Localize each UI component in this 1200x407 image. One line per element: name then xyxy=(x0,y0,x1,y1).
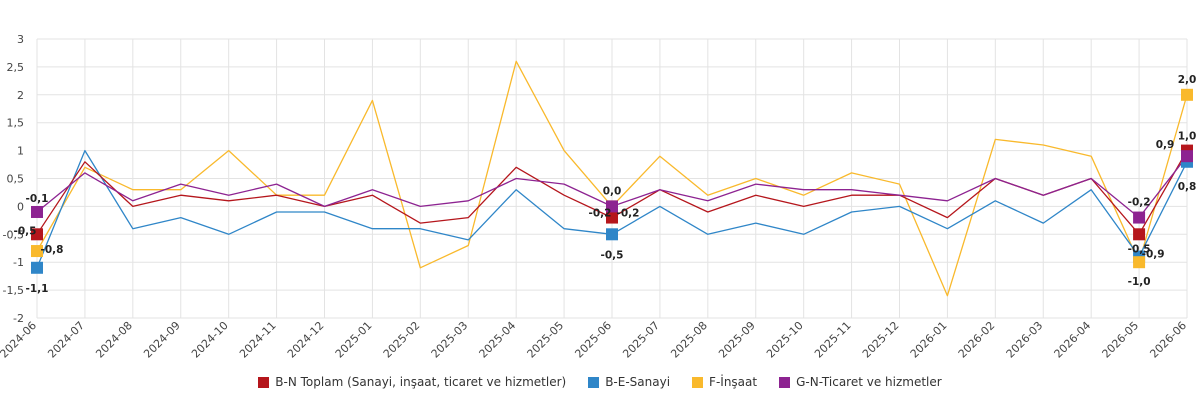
data-point-marker xyxy=(606,228,618,241)
x-tick-label: 2026-02 xyxy=(956,319,998,361)
legend-item-sanayi[interactable]: B-E-Sanayi xyxy=(588,375,670,389)
data-point-marker xyxy=(1133,211,1146,224)
legend-swatch-toplam xyxy=(258,376,270,388)
x-tick-label: 2026-01 xyxy=(908,319,950,361)
data-point-marker xyxy=(31,245,43,258)
data-point-marker xyxy=(1181,88,1193,101)
legend-label-ticaret: G-N-Ticaret ve hizmetler xyxy=(796,375,942,389)
x-tick-label: 2025-09 xyxy=(716,319,758,361)
x-tick-label: 2024-07 xyxy=(45,319,87,361)
x-tick-label: 2024-11 xyxy=(237,319,279,361)
legend-item-insaat[interactable]: F-İnşaat xyxy=(692,375,757,389)
y-tick-label: 2,5 xyxy=(7,61,25,74)
x-tick-label: 2026-04 xyxy=(1052,319,1094,361)
data-label: 2,0 xyxy=(1178,74,1197,86)
x-tick-label: 2026-03 xyxy=(1004,319,1046,361)
data-label: -0,9 xyxy=(1142,249,1165,261)
data-point-marker xyxy=(1181,150,1193,163)
chart-legend: B-N Toplam (Sanayi, inşaat, ticaret ve h… xyxy=(0,375,1200,389)
x-tick-label: 2025-12 xyxy=(860,319,902,361)
x-tick-label: 2024-06 xyxy=(0,319,39,361)
legend-item-toplam[interactable]: B-N Toplam (Sanayi, inşaat, ticaret ve h… xyxy=(258,375,566,389)
y-tick-label: -0,5 xyxy=(3,228,24,241)
y-tick-label: 1,5 xyxy=(7,117,25,130)
legend-swatch-ticaret xyxy=(779,376,791,388)
x-tick-label: 2025-02 xyxy=(381,319,423,361)
x-tick-label: 2025-11 xyxy=(812,319,854,361)
data-label: -0,8 xyxy=(41,244,64,256)
y-tick-label: 3 xyxy=(17,33,24,46)
data-label: -0,1 xyxy=(26,193,49,205)
legend-item-ticaret[interactable]: G-N-Ticaret ve hizmetler xyxy=(779,375,942,389)
y-tick-label: -1,5 xyxy=(3,284,24,297)
x-tick-label: 2024-10 xyxy=(189,319,231,361)
legend-label-toplam: B-N Toplam (Sanayi, inşaat, ticaret ve h… xyxy=(275,375,567,389)
y-tick-label: 2 xyxy=(17,89,24,102)
data-label: -0,2 xyxy=(1128,197,1151,209)
x-tick-label: 2025-08 xyxy=(668,319,710,361)
legend-label-insaat: F-İnşaat xyxy=(709,375,758,389)
data-point-marker xyxy=(1133,228,1146,241)
data-label: -0,5 xyxy=(1128,243,1151,255)
data-point-marker xyxy=(31,228,43,241)
data-label: 0,0 xyxy=(603,185,622,197)
x-tick-label: 2025-10 xyxy=(764,319,806,361)
legend-swatch-insaat xyxy=(692,376,704,388)
x-tick-label: 2025-07 xyxy=(620,319,662,361)
x-tick-label: 2026-05 xyxy=(1100,319,1142,361)
x-tick-label: 2024-12 xyxy=(285,319,327,361)
data-label: -0,5 xyxy=(14,225,37,237)
y-tick-label: 0,5 xyxy=(7,173,25,186)
data-point-marker xyxy=(31,261,43,274)
data-point-marker xyxy=(31,205,43,218)
legend-label-sanayi: B-E-Sanayi xyxy=(605,375,671,389)
data-label: -1,1 xyxy=(26,283,49,295)
data-label: -0,5 xyxy=(601,249,624,261)
x-tick-label: 2025-01 xyxy=(333,319,375,361)
x-tick-label: 2025-05 xyxy=(525,319,567,361)
x-tick-label: 2024-09 xyxy=(141,319,183,361)
data-label: 0,8 xyxy=(1178,181,1197,193)
data-label: -1,0 xyxy=(1128,276,1151,288)
data-point-marker xyxy=(1133,256,1146,269)
data-label: -0,2 xyxy=(617,208,640,220)
x-tick-label: 2025-03 xyxy=(429,319,471,361)
y-tick-label: -2 xyxy=(13,312,24,325)
legend-swatch-sanayi xyxy=(588,376,600,388)
y-tick-label: 1 xyxy=(17,145,24,158)
y-tick-label: 0 xyxy=(17,200,24,213)
x-tick-label: 2025-04 xyxy=(477,319,519,361)
x-tick-label: 2024-08 xyxy=(93,319,135,361)
data-point-marker xyxy=(606,211,618,224)
x-tick-label: 2026-06 xyxy=(1147,319,1189,361)
data-label: 1,0 xyxy=(1178,131,1197,143)
y-tick-label: -1 xyxy=(13,256,24,269)
x-tick-label: 2025-06 xyxy=(572,319,614,361)
data-label: -0,2 xyxy=(589,208,612,220)
data-label: 0,9 xyxy=(1156,139,1175,151)
data-point-marker xyxy=(606,200,618,213)
